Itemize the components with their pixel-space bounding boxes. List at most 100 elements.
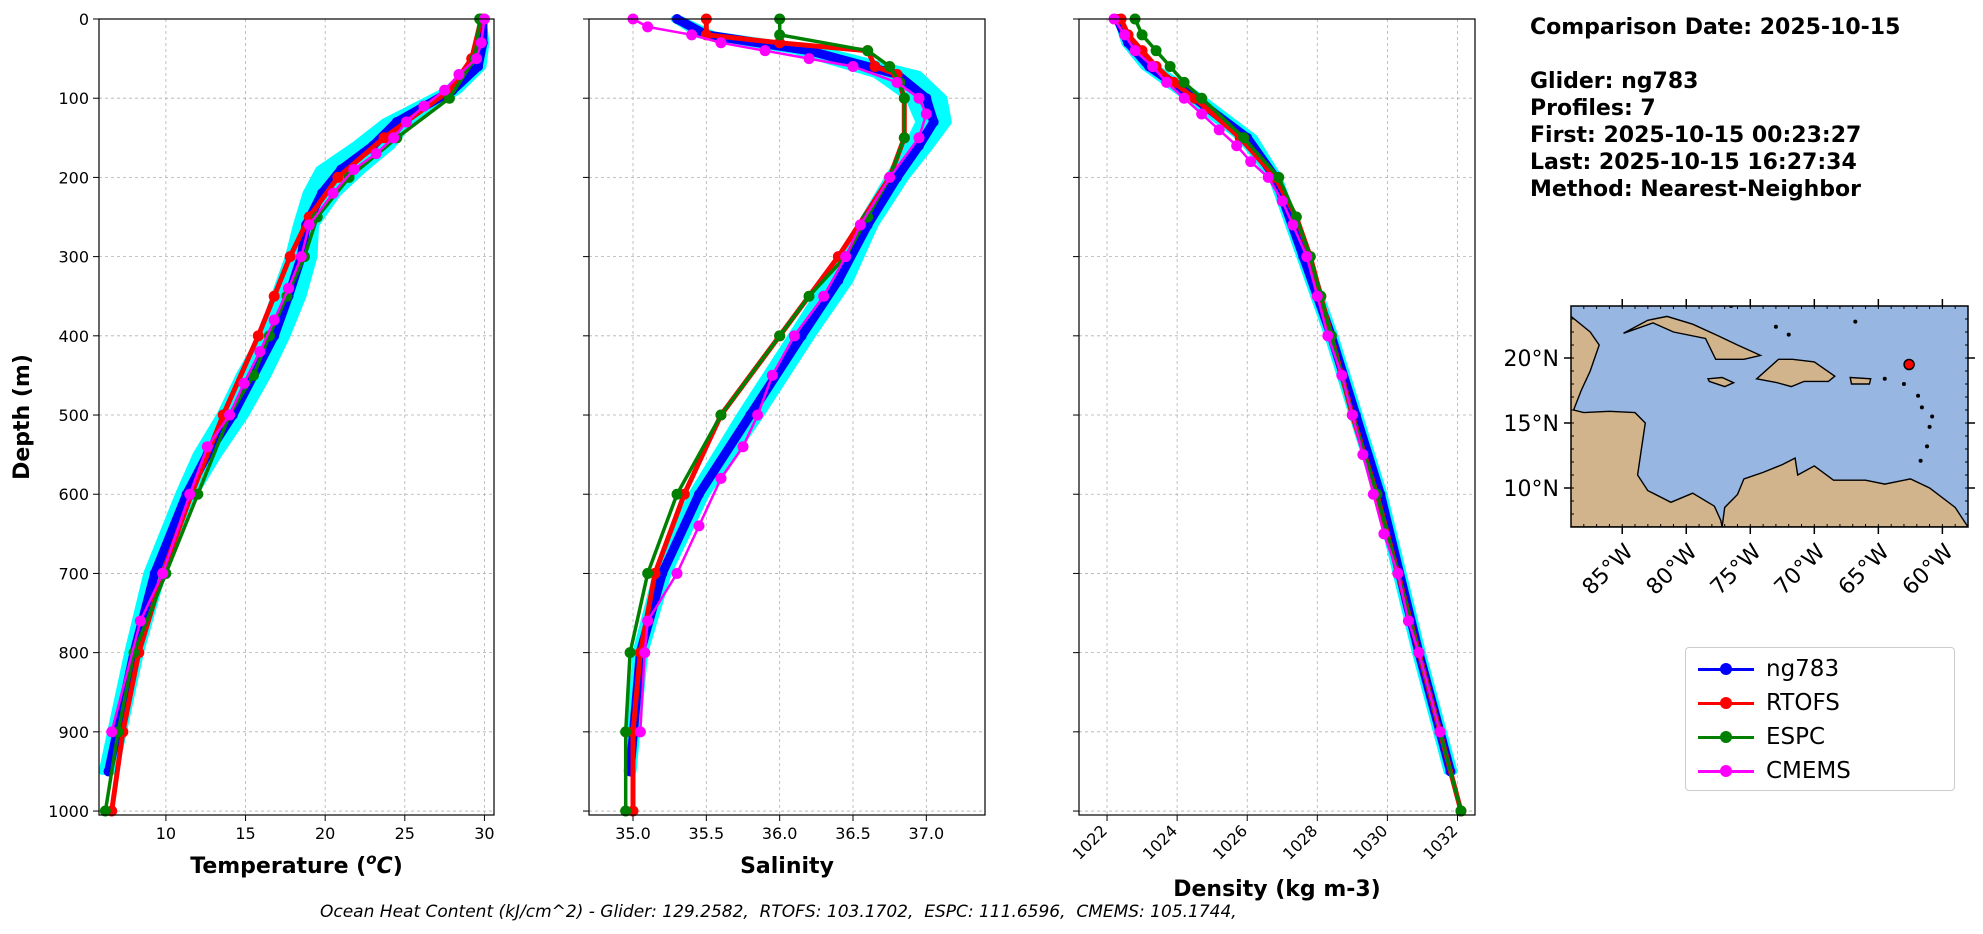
data-point [252,330,264,342]
data-point [766,369,778,381]
x-tick-label: 30 [474,824,494,843]
data-point [639,647,651,659]
central-america [1571,315,1723,527]
data-point [149,568,160,579]
data-point [862,45,874,57]
data-point [400,116,412,128]
last-time: Last: 2025-10-15 16:27:34 [1530,150,1857,175]
data-point [184,488,196,500]
axes-frame [1078,18,1476,816]
data-point [774,37,786,49]
data-point [1238,132,1250,144]
map-lon-label: 85°W [1578,539,1639,600]
legend-swatch [1698,722,1754,752]
data-point [268,314,280,326]
data-point [913,92,925,104]
data-point [1434,726,1446,738]
series-espc [620,13,910,817]
data-point [1402,615,1414,627]
data-point [803,53,815,65]
x-tick-label: 1028 [1279,821,1321,863]
data-point [693,520,705,532]
series-ng783 [98,14,490,777]
x-tick-label: 1026 [1209,821,1251,863]
data-point [1213,124,1225,136]
data-point [884,171,896,183]
map-lon-label: 80°W [1642,539,1703,600]
series-cmems [1108,13,1446,738]
data-point [453,68,465,80]
data-point [1357,449,1369,461]
data-point [224,409,236,421]
data-point [642,567,654,579]
data-point [99,805,111,817]
x-tick-label: 25 [395,824,415,843]
data-point [774,330,786,342]
legend-swatch [1698,688,1754,718]
legend-label: ng783 [1766,656,1840,682]
y-tick-label: 900 [58,723,89,742]
data-point [1413,647,1425,659]
data-point [134,615,146,627]
data-point [1147,61,1159,73]
island [1853,319,1858,324]
unit-superscript: o [366,850,376,868]
y-tick-label: 200 [58,168,89,187]
legend-swatch [1698,654,1754,684]
data-point [1164,61,1176,73]
x-tick-label: 10 [156,824,176,843]
data-point [1136,29,1148,41]
data-point [788,330,800,342]
legend-label: RTOFS [1766,690,1840,716]
glider-profile-spread [1114,15,1458,775]
data-point [106,726,118,738]
data-point [1455,805,1467,817]
x-tick-label: 1022 [1069,821,1111,863]
data-point [634,726,646,738]
island [1918,458,1923,463]
y-tick-label: 100 [58,89,89,108]
series-line [104,14,488,776]
data-point [1129,45,1141,57]
data-point [247,369,259,381]
series-ng783 [1112,14,1458,777]
data-point [1178,92,1190,104]
data-point [348,163,360,175]
legend-item-ng783: ng783 [1698,654,1839,684]
cuba [1623,315,1763,360]
data-point [1150,45,1162,57]
x-tick-label: 36.5 [835,824,871,843]
legend-label: CMEMS [1766,758,1851,784]
data-point [238,377,250,389]
data-point [671,567,683,579]
island [1925,444,1930,449]
data-point [1161,76,1173,88]
unit-symbol: C [377,854,393,879]
data-point [833,275,844,286]
data-point [854,219,866,231]
profile-panel-1: 10 15 20 25 30010020030040050060070080090010… [10,10,495,879]
island [1916,393,1921,398]
data-point [157,567,169,579]
x-tick-label: 20 [315,824,335,843]
data-point [268,290,280,302]
puerto-rico [1849,376,1872,385]
data-point [1346,409,1358,421]
data-point [869,61,881,73]
data-point [913,132,925,144]
data-point [891,76,903,88]
data-point [254,346,266,358]
series-line [103,18,482,812]
x-tick-label: 1032 [1419,821,1461,863]
data-point [620,805,632,817]
map-land-layer [1571,306,1968,527]
data-point [370,148,382,160]
glider-position-marker [1903,358,1915,371]
legend-swatch [1698,756,1754,786]
x-axis-label: Temperature (oC) [190,850,403,879]
data-point [439,84,451,96]
data-point [1392,567,1404,579]
x-tick-label: 1024 [1139,821,1181,863]
data-point [332,171,344,183]
